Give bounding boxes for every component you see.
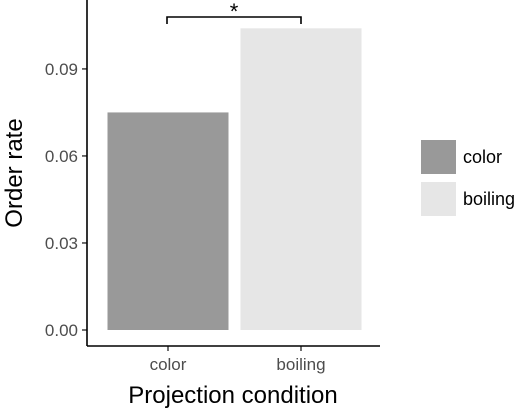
y-tick-label: 0.06 xyxy=(45,147,78,166)
legend-label-color: color xyxy=(463,147,502,167)
y-axis-ticks: 0.00 0.03 0.06 0.09 xyxy=(45,60,87,340)
x-axis-ticks: color boiling xyxy=(150,346,326,374)
bar-color xyxy=(107,112,229,330)
significance-bracket xyxy=(166,16,302,24)
significance-marker: * xyxy=(230,0,239,24)
x-axis-title: Projection condition xyxy=(128,382,337,409)
legend-label-boiling: boiling xyxy=(463,189,515,209)
x-tick-label: color xyxy=(150,355,187,374)
legend-swatch-boiling xyxy=(421,182,456,216)
bar-boiling xyxy=(240,28,362,331)
bars xyxy=(107,28,362,331)
legend-swatch-color xyxy=(421,140,456,174)
y-tick-label: 0.00 xyxy=(45,321,78,340)
legend: color boiling xyxy=(421,140,515,216)
y-tick-label: 0.03 xyxy=(45,234,78,253)
y-tick-label: 0.09 xyxy=(45,60,78,79)
significance-annotation: * xyxy=(166,0,302,24)
x-tick-label: boiling xyxy=(276,355,325,374)
y-axis-title: Order rate xyxy=(1,118,28,227)
